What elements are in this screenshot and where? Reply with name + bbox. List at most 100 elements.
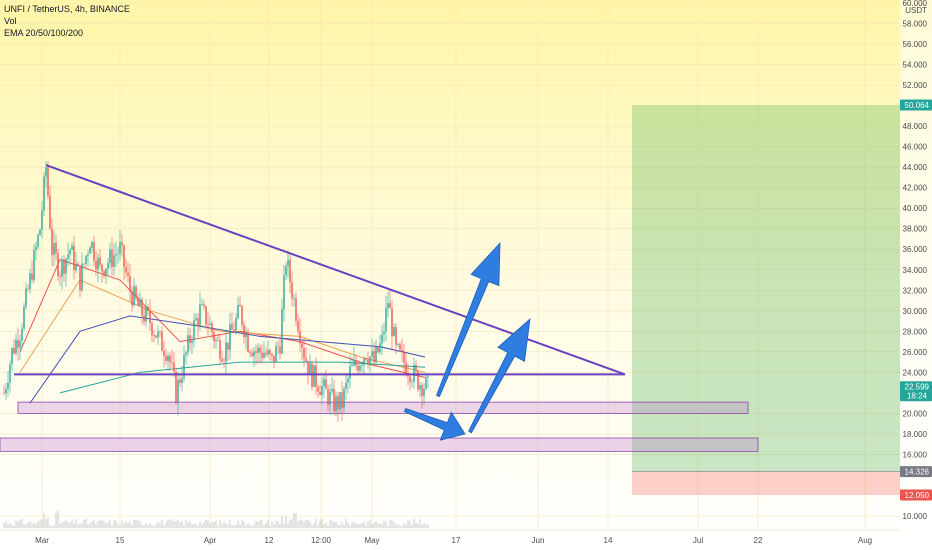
price-badge[interactable] [900,466,932,478]
volume-bar [399,525,401,528]
candle-body [193,320,195,341]
candle-body [125,267,127,273]
candle-body [343,389,345,408]
price-tick-label: 32.000 [903,286,928,295]
volume-bar [55,513,57,528]
candle-body [47,167,49,196]
time-tick-label: Aug [858,536,872,545]
price-axis[interactable]: 60.000 58.000 56.000 54.000 52.000 48.000 46.0… [900,0,932,550]
volume-bar [385,521,387,528]
volume-bar [411,525,413,528]
volume-bar [283,523,285,528]
arrows[interactable] [403,241,531,441]
candle-body [271,353,273,356]
volume-bars [3,510,429,528]
candle-body [201,304,203,305]
price-badge[interactable] [900,489,932,501]
candle-body [7,382,9,389]
volume-bar [339,524,341,528]
candle-body [239,304,241,307]
candle-body [9,364,11,383]
volume-bar [193,524,195,528]
volume-bar [251,525,253,528]
candle-body [309,363,311,375]
candle-body [375,346,377,363]
volume-bar [217,525,219,528]
candle-body [425,377,427,389]
long-position-tool[interactable] [632,104,900,495]
volume-bar [319,520,321,528]
candle-body [253,351,255,357]
candle-body [363,358,365,366]
candle-body [277,346,279,347]
volume-bar [137,520,139,528]
price-badge[interactable] [900,381,932,402]
volume-bar [345,519,347,528]
candle-body [127,272,129,276]
price-badge[interactable] [900,99,932,111]
volume-bar [23,524,25,528]
candle-body [257,347,259,353]
volume-indicator-label[interactable]: Vol [4,16,17,26]
volume-bar [71,519,73,528]
volume-bar [209,523,211,528]
support-zones[interactable] [0,401,759,452]
time-tick-label: 17 [452,536,461,545]
stop-loss-zone[interactable] [632,471,900,495]
volume-bar [149,523,151,528]
candle-body [337,395,339,410]
candle-body [345,382,347,389]
volume-bar [335,521,337,528]
volume-bar [323,524,325,528]
volume-bar [421,525,423,528]
support-zone-1[interactable] [17,401,749,414]
candle-body [51,228,53,255]
volume-bar [231,525,233,528]
descending-trendline[interactable] [45,164,626,376]
candle-body [369,356,371,365]
support-zone-2[interactable] [0,437,759,452]
candle-body [223,361,225,363]
time-axis[interactable]: Mar 15 Apr 12 12:00 May 17 Jun 14 Jul 22 Aug [0,529,900,545]
volume-bar [53,525,55,528]
arrow-2[interactable] [403,407,466,441]
arrow-3[interactable] [468,317,531,434]
volume-bar [47,517,49,528]
candle-body [29,273,31,290]
candle-body [17,340,19,348]
price-unit-label: USDT [905,6,927,15]
candle-body [195,318,197,321]
arrow-1[interactable] [435,241,501,398]
candle-body [99,257,101,265]
trend-drawings[interactable] [14,164,626,376]
volume-bar [277,521,279,528]
ema-indicator-label[interactable]: EMA 20/50/100/200 [4,28,84,38]
volume-bar [123,523,125,528]
volume-bar [33,522,35,528]
volume-bar [143,525,145,528]
volume-bar [57,510,59,528]
volume-bar [177,519,179,528]
candle-body [153,335,155,336]
volume-bar [341,521,343,528]
candle-body [245,333,247,338]
candle-body [57,253,59,277]
candle-body [105,268,107,276]
candle-body [3,392,5,394]
volume-bar [113,520,115,528]
candle-body [179,379,181,383]
profit-zone[interactable] [632,104,900,472]
candle-body [15,340,17,354]
volume-bar [295,513,297,528]
candle-body [281,309,283,354]
candle-body [135,286,137,299]
candle-body [209,323,211,325]
candle-body [241,306,243,325]
candle-body [161,331,163,351]
candle-body [117,253,119,255]
price-badge-label: 22.599 [905,383,930,392]
volume-bar [391,520,393,528]
candle-body [89,247,91,254]
